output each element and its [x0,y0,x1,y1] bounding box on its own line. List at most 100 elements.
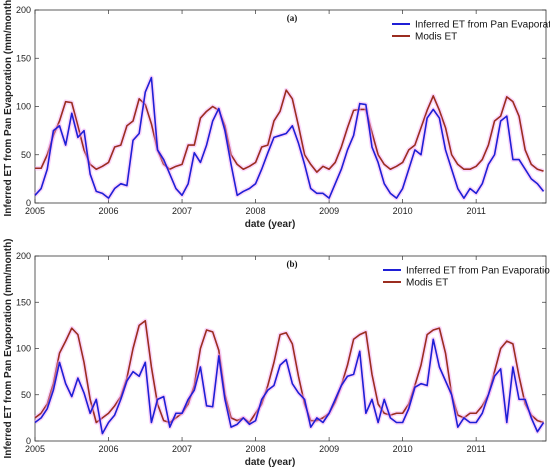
x-tick-label: 2011 [466,206,485,216]
data-point [108,162,110,164]
data-point [151,422,153,424]
data-point [414,144,416,146]
data-point [77,334,79,336]
data-point [206,405,208,407]
data-point [89,412,91,414]
data-point [243,417,245,419]
data-point [445,380,447,382]
legend-entry: Modis ET [415,32,457,43]
data-point [512,101,514,103]
data-point [108,197,110,199]
data-point [59,125,61,127]
data-point [316,417,318,419]
data-point [322,422,324,424]
data-point [120,183,122,185]
x-tick-label: 2008 [246,206,266,216]
data-point [518,399,520,401]
data-point [108,412,110,414]
data-point [230,426,232,428]
data-point [144,362,146,364]
data-point [89,399,91,401]
data-point [396,422,398,424]
plot-area [34,9,547,204]
data-point [255,162,257,164]
y-tick-label: 100 [16,102,31,112]
data-point [298,375,300,377]
series-line [34,76,545,199]
data-point [537,183,539,185]
data-point [506,340,508,342]
data-point [151,123,153,125]
data-point [371,399,373,401]
data-point [144,91,146,93]
data-point [463,168,465,170]
data-point [463,417,465,419]
data-point [506,115,508,117]
data-point [439,366,441,368]
data-point [187,183,189,185]
data-point [524,149,526,151]
data-point [469,188,471,190]
legend-entry: Inferred ET from Pan Evaporation [406,266,550,277]
data-point [377,403,379,405]
data-point [506,422,508,424]
data-point [420,364,422,366]
series-line [34,319,544,424]
data-point [249,166,251,168]
data-point [304,399,306,401]
data-point [53,389,55,391]
data-point [390,168,392,170]
data-point [451,394,453,396]
data-point [138,375,140,377]
data-point [34,417,36,419]
x-tick-label: 2007 [172,444,192,454]
data-point [163,420,165,422]
data-point [457,164,459,166]
x-tick-label: 2006 [99,206,119,216]
data-point [426,385,428,387]
data-point [292,98,294,100]
data-point [200,117,202,119]
data-point [365,104,367,106]
data-point [236,194,238,196]
y-tick-label: 50 [21,150,31,160]
data-point [71,102,73,104]
data-point [347,149,349,151]
data-point [298,142,300,144]
data-point [157,149,159,151]
data-point [120,144,122,146]
data-point [543,191,545,193]
data-point [469,412,471,414]
data-point [494,375,496,377]
data-point [481,412,483,414]
data-point [334,399,336,401]
data-point [488,394,490,396]
data-point [181,412,183,414]
data-point [187,144,189,146]
data-point [138,133,140,135]
data-point [414,387,416,389]
data-point [445,127,447,129]
data-point [432,109,434,111]
data-point [65,144,67,146]
data-point [40,167,42,169]
data-point [261,168,263,170]
data-point [451,168,453,170]
data-point [292,383,294,385]
data-point [402,412,404,414]
data-point [426,110,428,112]
data-point [200,348,202,350]
data-point [169,426,171,428]
data-point [163,396,165,398]
data-point [243,191,245,193]
data-point [169,173,171,175]
data-point [310,188,312,190]
data-point [481,159,483,161]
data-point [267,385,269,387]
data-point [114,146,116,148]
data-point [316,193,318,195]
data-point [383,399,385,401]
data-point [353,374,355,376]
data-point [512,343,514,345]
